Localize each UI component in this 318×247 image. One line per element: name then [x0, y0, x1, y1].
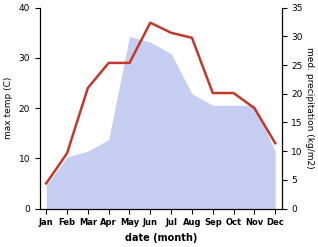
- Y-axis label: med. precipitation (kg/m2): med. precipitation (kg/m2): [305, 47, 314, 169]
- X-axis label: date (month): date (month): [125, 233, 197, 243]
- Y-axis label: max temp (C): max temp (C): [4, 77, 13, 139]
